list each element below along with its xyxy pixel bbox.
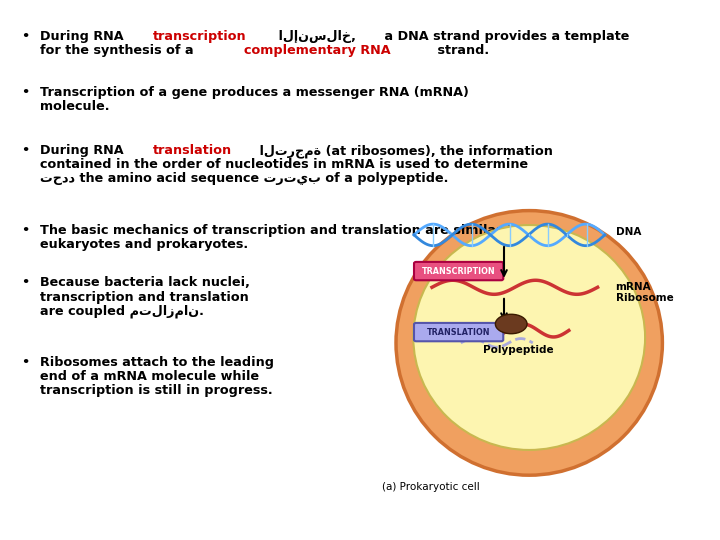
Ellipse shape	[495, 314, 527, 334]
Text: a DNA strand provides a template: a DNA strand provides a template	[379, 30, 629, 43]
Text: transcription is still in progress.: transcription is still in progress.	[40, 384, 272, 397]
FancyBboxPatch shape	[414, 323, 503, 341]
Text: •: •	[22, 86, 30, 99]
Text: transcription: transcription	[153, 30, 247, 43]
Text: eukaryotes and prokaryotes.: eukaryotes and prokaryotes.	[40, 238, 248, 251]
Text: strand.: strand.	[433, 44, 489, 57]
Text: •: •	[22, 356, 30, 369]
Text: •: •	[22, 30, 30, 43]
Text: (a) Prokaryotic cell: (a) Prokaryotic cell	[382, 482, 480, 492]
Text: The basic mechanics of transcription and translation are similar in: The basic mechanics of transcription and…	[40, 224, 521, 237]
Text: Because bacteria lack nuclei,: Because bacteria lack nuclei,	[40, 276, 249, 289]
Text: translation: translation	[153, 144, 233, 157]
Text: DNA: DNA	[616, 227, 641, 237]
Text: •: •	[22, 224, 30, 237]
Text: تحدد the amino acid sequence ترتيب of a polypeptide.: تحدد the amino acid sequence ترتيب of a …	[40, 172, 448, 185]
Text: contained in the order of nucleotides in mRNA is used to determine: contained in the order of nucleotides in…	[40, 158, 528, 171]
Ellipse shape	[396, 211, 662, 475]
Text: •: •	[22, 144, 30, 157]
Text: for the synthesis of a: for the synthesis of a	[40, 44, 198, 57]
FancyBboxPatch shape	[414, 262, 503, 280]
Text: TRANSLATION: TRANSLATION	[427, 328, 490, 336]
Text: Ribosome: Ribosome	[616, 293, 673, 303]
Text: Ribosomes attach to the leading: Ribosomes attach to the leading	[40, 356, 274, 369]
Text: Polypeptide: Polypeptide	[483, 345, 554, 355]
Text: complementary RNA: complementary RNA	[243, 44, 390, 57]
Text: molecule.: molecule.	[40, 100, 109, 113]
Text: end of a mRNA molecule while: end of a mRNA molecule while	[40, 370, 258, 383]
Text: During RNA: During RNA	[40, 30, 127, 43]
Text: mRNA: mRNA	[616, 282, 651, 292]
Text: الترجمة (at ribosomes), the information: الترجمة (at ribosomes), the information	[256, 144, 553, 158]
Text: •: •	[22, 276, 30, 289]
Text: Transcription of a gene produces a messenger RNA (mRNA): Transcription of a gene produces a messe…	[40, 86, 469, 99]
Text: transcription and translation: transcription and translation	[40, 291, 248, 303]
Text: During RNA: During RNA	[40, 144, 127, 157]
Text: TRANSCRIPTION: TRANSCRIPTION	[422, 267, 495, 275]
Text: الإنسلاخ,: الإنسلاخ,	[274, 30, 356, 43]
Text: are coupled متلازمان.: are coupled متلازمان.	[40, 305, 204, 318]
Ellipse shape	[413, 225, 645, 450]
